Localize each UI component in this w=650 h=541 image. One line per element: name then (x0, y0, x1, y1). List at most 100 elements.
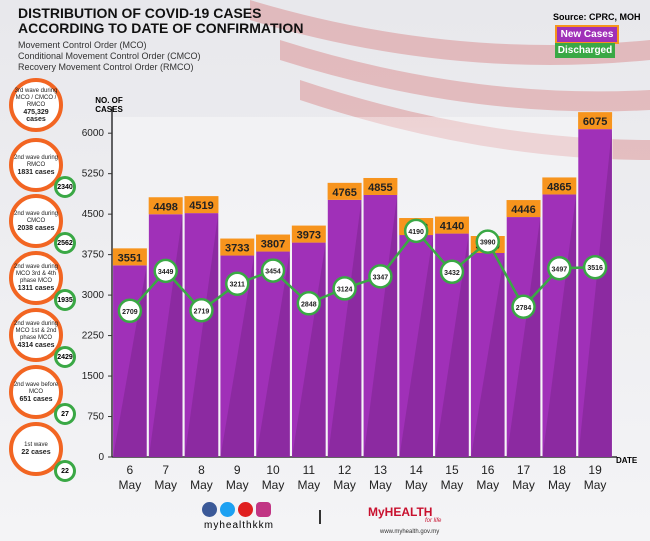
wave-label: 2nd wave before MCO (13, 381, 59, 395)
bar (327, 199, 362, 458)
discharged-marker (189, 298, 214, 323)
y-tick-label: 750 (87, 412, 104, 423)
x-tick-label: 16 May (476, 463, 500, 492)
x-tick-label: 12 May (333, 463, 356, 492)
bar (470, 253, 505, 457)
bar-shade (399, 235, 433, 457)
wave-label: 2nd wave during MCO 3rd & 4th phase MCO (13, 264, 59, 284)
wave-cases: 475,329 cases (23, 108, 49, 123)
discharged-label: 2848 (301, 301, 317, 308)
bar-shade (470, 253, 505, 457)
value-label: 3807 (261, 239, 285, 251)
value-label-box (542, 177, 577, 195)
wave-cases: 2038 cases (17, 224, 55, 232)
discharged-label: 3516 (587, 265, 603, 272)
bar (184, 213, 219, 457)
value-label-box (363, 177, 398, 195)
y-tick-label: 0 (98, 452, 104, 463)
x-tick-label: 19 May (583, 463, 607, 492)
footer-tagline: for life (425, 518, 442, 524)
bar (292, 242, 326, 457)
wave-discharged: 2340 (54, 176, 76, 198)
wave-discharged: 27 (54, 403, 76, 425)
value-label: 3973 (297, 230, 321, 242)
discharged-label: 3454 (265, 269, 281, 276)
value-label: 4855 (368, 182, 392, 194)
discharged-label: 4190 (408, 229, 424, 236)
wave-cases: 4314 cases (17, 342, 55, 349)
bar-shade (327, 199, 362, 458)
y-tick-label: 3000 (82, 290, 105, 301)
x-axis-label: DATE (616, 456, 638, 465)
wave-discharged: 1935 (54, 289, 76, 311)
wave-cases: 651 cases (19, 395, 53, 403)
source: Source: CPRC, MOH (553, 12, 641, 22)
value-label: 4519 (189, 200, 213, 212)
discharged-marker (439, 259, 465, 285)
y-tick-label: 1500 (82, 371, 105, 382)
x-tick-label: 8 May (190, 463, 213, 492)
x-tick-label: 9 May (225, 463, 249, 492)
bar-shade (363, 194, 398, 457)
discharged-marker (296, 291, 322, 316)
value-label: 6075 (583, 116, 607, 128)
legend-entry: Discharged (555, 43, 615, 58)
value-label-box (256, 234, 291, 252)
discharged-label: 2709 (122, 309, 138, 316)
value-label: 4865 (547, 181, 571, 193)
wave-circle: 2nd wave during MCO 1st & 2nd phase MCO 4… (9, 308, 63, 362)
y-tick-label: 4500 (82, 209, 105, 220)
value-label-box (112, 248, 147, 266)
y-tick-label: 2250 (82, 331, 105, 342)
bar-shade (184, 213, 219, 457)
discharged-label: 3347 (373, 274, 389, 281)
bar-shade (256, 251, 290, 457)
wave-label: 2nd wave during CMCO (13, 210, 59, 224)
discharged-marker (368, 264, 393, 289)
bar-shade (506, 217, 541, 457)
bar-shade (220, 255, 255, 457)
title-line: ACCORDING TO DATE OF CONFIRMATION (18, 20, 304, 36)
y-tick-label: 3750 (82, 250, 105, 261)
wave-cases: 1831 cases (17, 168, 55, 176)
wave-label: 1st wave (24, 442, 48, 448)
discharged-label: 2719 (194, 308, 210, 315)
bar (542, 194, 577, 457)
wave-label: 2nd wave during MCO 1st & 2nd phase MCO (13, 321, 59, 341)
value-label-box (148, 197, 183, 215)
discharged-label: 3124 (337, 286, 353, 293)
y-tick-label: 6000 (82, 128, 105, 139)
wave-label: 3rd wave during MCO / CMCO / RMCO (14, 87, 58, 108)
subtitle-line: Conditional Movement Control Order (CMCO… (18, 51, 201, 61)
bar (578, 129, 612, 457)
bar-shade (578, 129, 612, 457)
subtitle-line: Movement Control Order (MCO) (18, 40, 147, 50)
discharged-marker (511, 294, 536, 320)
bar-shade (435, 233, 469, 457)
subtitle-line: Recovery Movement Control Order (RMCO) (18, 62, 194, 72)
value-label-box (506, 200, 541, 218)
discharged-marker (475, 229, 500, 254)
discharged-label: 3449 (158, 269, 174, 276)
wave-discharged: 22 (54, 460, 76, 482)
discharged-label: 2784 (516, 305, 532, 312)
discharged-marker (582, 254, 608, 280)
discharged-marker (117, 298, 143, 324)
x-tick-label: 13 May (369, 463, 392, 492)
value-label-box (327, 182, 362, 200)
x-tick-label: 6 May (118, 463, 142, 492)
bar (363, 194, 398, 457)
x-tick-label: 10 May (261, 463, 285, 492)
value-label: 3733 (225, 243, 249, 255)
wave-label: 2nd wave during RMCO (13, 154, 59, 168)
value-label-box (184, 196, 219, 214)
y-axis-label: NO. OF CASES (95, 96, 123, 114)
divider (319, 510, 321, 524)
wave-cases: 1311 cases (17, 285, 55, 292)
x-tick-label: 7 May (154, 463, 177, 492)
title-line: DISTRIBUTION OF COVID-19 CASES (18, 5, 262, 21)
wave-discharged: 2562 (54, 232, 76, 254)
x-tick-label: 14 May (404, 463, 428, 492)
discharged-marker (547, 256, 572, 281)
